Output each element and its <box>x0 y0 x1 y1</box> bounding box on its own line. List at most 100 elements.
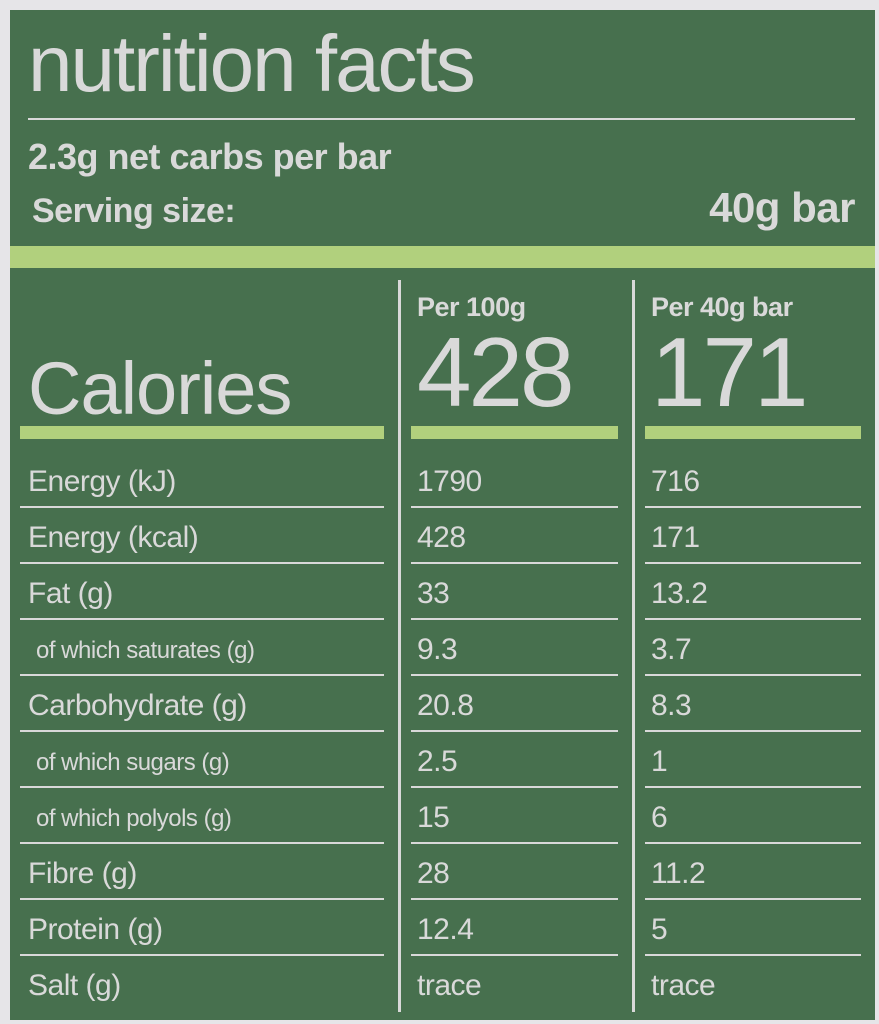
row-underline <box>411 562 618 564</box>
row-per-40g-cell: 6 <box>632 788 875 844</box>
label-header: nutrition facts 2.3g net carbs per bar S… <box>10 10 875 232</box>
row-label: Carbohydrate (g) <box>28 689 247 722</box>
row-underline <box>20 618 384 620</box>
row-value-per-40g: 11.2 <box>651 857 706 890</box>
row-value-per-40g: 1 <box>651 745 668 778</box>
serving-size-label: Serving size: <box>32 192 236 230</box>
row-label-cell: of which saturates (g) <box>10 620 398 676</box>
page-title: nutrition facts <box>28 19 476 108</box>
table-row: Fibre (g) 28 11.2 <box>10 844 875 900</box>
per-40g-underbar <box>645 426 861 439</box>
row-underline <box>645 506 861 508</box>
calories-per-40g: 171 <box>651 317 809 427</box>
row-per-40g-cell: 11.2 <box>632 844 875 900</box>
row-label-cell: Energy (kcal) <box>10 508 398 564</box>
table-row: of which saturates (g) 9.3 3.7 <box>10 620 875 676</box>
table-row: Carbohydrate (g) 20.8 8.3 <box>10 676 875 732</box>
row-value-per-100g: 33 <box>417 577 450 610</box>
row-value-per-100g: trace <box>417 969 482 1002</box>
table-row: Protein (g) 12.4 5 <box>10 900 875 956</box>
row-per-100g-cell: 9.3 <box>398 620 632 676</box>
calories-per-100g: 428 <box>417 317 575 427</box>
row-underline <box>20 562 384 564</box>
row-per-40g-cell: 13.2 <box>632 564 875 620</box>
row-underline <box>20 898 384 900</box>
row-value-per-100g: 20.8 <box>417 689 474 722</box>
row-label-cell: of which sugars (g) <box>10 732 398 788</box>
row-label-cell: Energy (kJ) <box>10 452 398 508</box>
row-per-100g-cell: 428 <box>398 508 632 564</box>
row-per-100g-cell: 2.5 <box>398 732 632 788</box>
row-underline <box>411 898 618 900</box>
row-per-100g-cell: 28 <box>398 844 632 900</box>
row-label-cell: Carbohydrate (g) <box>10 676 398 732</box>
row-label: Fibre (g) <box>28 857 137 890</box>
net-carbs-subtitle: 2.3g net carbs per bar <box>28 136 392 177</box>
accent-bar <box>10 246 875 268</box>
table-row: of which polyols (g) 15 6 <box>10 788 875 844</box>
row-underline <box>20 954 384 956</box>
row-label-cell: Fibre (g) <box>10 844 398 900</box>
row-per-100g-cell: 20.8 <box>398 676 632 732</box>
row-per-100g-cell: 12.4 <box>398 900 632 956</box>
nutrition-label-panel: nutrition facts 2.3g net carbs per bar S… <box>10 10 875 1020</box>
table-row: Energy (kJ) 1790 716 <box>10 452 875 508</box>
row-label: Protein (g) <box>28 913 163 946</box>
row-value-per-100g: 1790 <box>417 465 482 498</box>
underbar-cell <box>398 425 632 452</box>
row-label-cell: of which polyols (g) <box>10 788 398 844</box>
serving-size-value: 40g bar <box>709 184 855 231</box>
row-value-per-40g: 3.7 <box>651 633 692 666</box>
table-row: Fat (g) 33 13.2 <box>10 564 875 620</box>
row-underline <box>645 730 861 732</box>
row-label-cell: Protein (g) <box>10 900 398 956</box>
underbar-cell <box>632 425 875 452</box>
nutrition-table-body: Energy (kJ) 1790 716 Energy (kcal) 428 1… <box>10 452 875 1012</box>
per-100g-header: Per 100g <box>417 292 526 322</box>
row-underline <box>411 730 618 732</box>
title-divider <box>28 118 855 120</box>
row-underline <box>645 954 861 956</box>
row-value-per-100g: 2.5 <box>417 745 458 778</box>
row-label: of which polyols (g) <box>36 805 232 832</box>
row-label: Energy (kcal) <box>28 521 199 554</box>
row-per-40g-cell: trace <box>632 956 875 1012</box>
per-40g-cell: Per 40g bar 171 <box>632 280 875 425</box>
calories-row: Calories Per 100g 428 Per 40g bar 171 <box>10 280 875 431</box>
row-per-40g-cell: 1 <box>632 732 875 788</box>
row-label: Salt (g) <box>28 969 121 1002</box>
row-label-cell: Salt (g) <box>10 956 398 1012</box>
row-underline <box>645 562 861 564</box>
row-value-per-100g: 12.4 <box>417 913 474 946</box>
row-value-per-100g: 28 <box>417 857 450 890</box>
row-underline <box>20 786 384 788</box>
row-underline <box>411 954 618 956</box>
calories-label: Calories <box>28 347 292 431</box>
row-underline <box>645 786 861 788</box>
row-value-per-100g: 15 <box>417 801 450 834</box>
row-value-per-40g: 6 <box>651 801 668 834</box>
per-100g-underbar <box>411 426 618 439</box>
row-label: Energy (kJ) <box>28 465 176 498</box>
underbar-cell <box>10 425 398 452</box>
row-underline <box>411 674 618 676</box>
row-label: of which saturates (g) <box>36 637 255 664</box>
row-underline <box>20 506 384 508</box>
row-underline <box>411 786 618 788</box>
nutrition-table: Calories Per 100g 428 Per 40g bar 171 En… <box>10 280 875 1012</box>
row-per-40g-cell: 171 <box>632 508 875 564</box>
row-underline <box>20 730 384 732</box>
row-value-per-100g: 428 <box>417 521 466 554</box>
row-underline <box>645 898 861 900</box>
row-underline <box>645 674 861 676</box>
row-underline <box>645 842 861 844</box>
row-per-40g-cell: 3.7 <box>632 620 875 676</box>
row-per-40g-cell: 5 <box>632 900 875 956</box>
per-100g-cell: Per 100g 428 <box>398 280 632 425</box>
table-row: of which sugars (g) 2.5 1 <box>10 732 875 788</box>
per-40g-header: Per 40g bar <box>651 292 793 322</box>
row-per-40g-cell: 716 <box>632 452 875 508</box>
row-value-per-40g: trace <box>651 969 716 1002</box>
row-value-per-40g: 8.3 <box>651 689 692 722</box>
row-value-per-40g: 171 <box>651 521 700 554</box>
